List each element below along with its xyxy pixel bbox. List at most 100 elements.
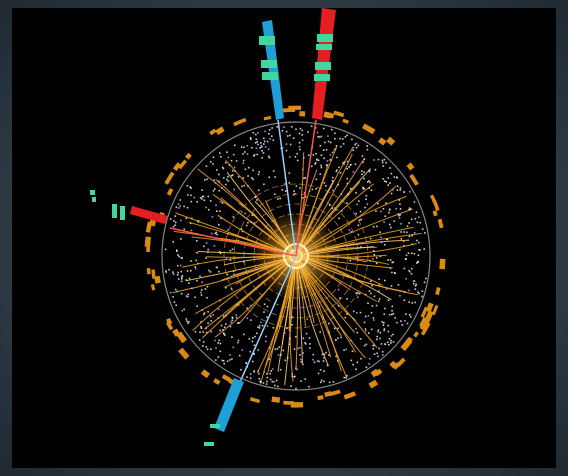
hit [344,136,347,138]
hit [218,308,220,311]
hit [399,249,401,251]
hit [272,170,275,172]
hit [279,197,281,200]
hit [181,257,183,259]
hit [384,307,386,310]
hit [190,187,192,189]
hit [387,299,390,301]
hit [245,224,248,227]
hit [253,155,255,157]
hit [337,288,340,291]
hit [215,169,218,171]
hit [400,320,402,322]
hit [233,273,235,276]
hit [308,337,311,339]
hit [271,127,273,129]
hit [242,159,245,162]
hit [417,254,420,256]
hit [218,250,221,253]
hit [237,322,239,324]
hit [173,301,176,303]
hit [390,335,393,337]
hit [405,254,408,257]
hit [383,328,386,330]
hit [250,319,252,321]
hit [413,282,415,285]
hit [227,175,229,178]
hit [389,209,391,211]
hit [331,179,334,182]
hit [380,343,383,345]
hit [246,317,249,320]
hit [349,259,352,262]
hit [413,253,416,255]
hit [222,360,225,362]
segment [249,397,261,404]
hit [304,343,307,345]
hit [360,218,363,221]
hit [266,380,268,383]
hit [271,368,274,370]
hit [284,183,287,185]
hit [309,343,311,345]
hit [233,188,236,191]
hit [293,194,295,196]
segment [324,111,335,119]
vertex-ring [283,243,309,269]
hit [175,206,178,208]
hit [251,146,253,149]
hit [266,373,268,375]
hit [377,329,380,331]
hit [320,381,322,384]
hit [240,211,243,213]
hit [336,156,338,159]
hit [316,159,318,161]
hit [255,138,258,141]
hit [196,240,198,242]
hit [210,348,212,350]
hit [197,221,199,223]
hit [382,208,385,210]
hit [399,189,402,191]
hit [346,182,349,185]
hit [189,186,192,188]
hit [227,180,230,182]
hit [272,139,275,141]
hit [346,298,348,300]
hit [243,184,246,187]
hit [380,236,382,238]
hit [411,267,413,270]
hit [241,349,244,351]
hit [421,295,423,298]
hit [329,141,332,144]
hit [300,358,302,361]
hit [382,354,384,356]
hit [165,270,167,272]
hit [234,144,236,147]
hit [329,159,331,161]
hit [235,316,238,319]
segment [343,391,357,400]
hit [237,341,239,344]
hit [229,359,231,361]
hit [387,184,389,186]
hit [266,325,269,327]
hit [260,321,262,324]
hit [344,316,347,319]
hit [257,189,260,192]
hit [271,380,274,383]
hit [349,187,352,190]
hit [249,304,252,307]
hit [328,322,330,325]
hit [370,189,373,192]
hit [249,350,252,353]
hit [215,359,217,361]
segment [342,118,349,124]
hit [261,146,263,148]
hit [350,164,352,166]
hit [232,153,235,156]
hit [92,197,96,202]
hit [273,381,275,383]
hit [378,347,380,350]
hit [345,348,347,351]
